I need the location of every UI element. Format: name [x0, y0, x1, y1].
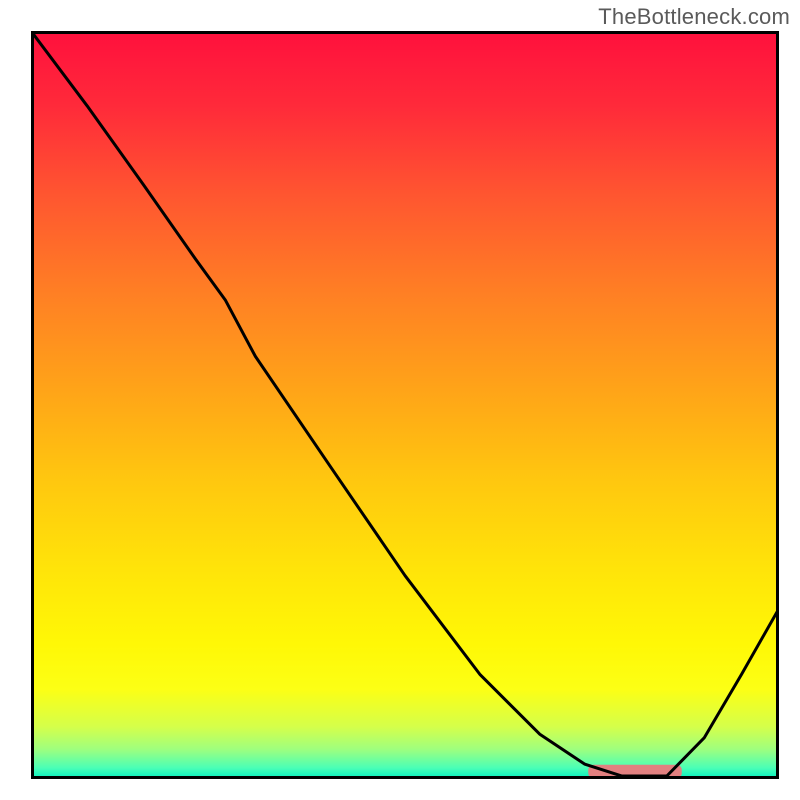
- line-series: [31, 31, 779, 776]
- watermark-text: TheBottleneck.com: [598, 4, 790, 30]
- plot-border: [33, 33, 778, 778]
- chart-overlay-svg: [31, 31, 779, 779]
- chart-plot-area: [31, 31, 779, 779]
